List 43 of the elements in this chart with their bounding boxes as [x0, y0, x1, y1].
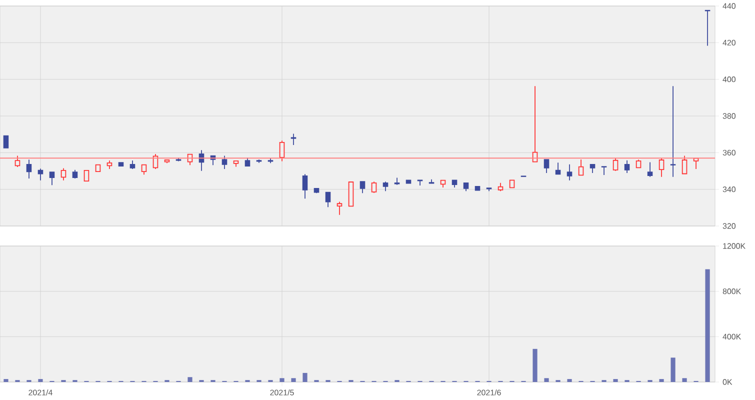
candlestick	[84, 170, 90, 182]
candlestick	[38, 168, 44, 181]
bar	[532, 348, 538, 382]
bar	[280, 378, 284, 382]
bar	[670, 358, 676, 382]
candlestick	[612, 158, 618, 172]
candlestick	[141, 164, 147, 176]
bar	[302, 372, 308, 382]
candlestick	[60, 168, 66, 181]
candlestick	[302, 174, 308, 200]
candlestick	[290, 133, 296, 146]
candlestick	[566, 164, 572, 181]
bar	[38, 379, 43, 382]
candlestick	[336, 201, 342, 216]
candlestick	[647, 162, 653, 178]
bar	[291, 378, 296, 382]
candlestick	[624, 160, 630, 174]
bar	[188, 377, 192, 382]
bar	[4, 379, 8, 382]
bar	[659, 379, 664, 382]
candlestick	[371, 181, 377, 194]
candlestick	[222, 155, 228, 170]
bar	[705, 269, 710, 382]
bar	[682, 378, 687, 382]
candlestick	[360, 181, 366, 194]
candlestick	[279, 140, 285, 162]
bar	[567, 379, 572, 382]
candlestick	[670, 86, 676, 178]
candlestick	[417, 180, 423, 186]
candlestick	[601, 166, 607, 176]
bar	[544, 378, 549, 382]
candlestick	[325, 192, 331, 208]
bar	[613, 379, 618, 382]
candlestick	[555, 162, 561, 175]
candlestick	[3, 135, 9, 148]
candlestick	[382, 181, 388, 192]
candlestick	[14, 155, 20, 168]
candlestick	[26, 159, 32, 179]
candlestick	[578, 159, 584, 176]
candlestick	[49, 172, 55, 186]
candlestick	[682, 155, 688, 174]
candlestick	[658, 158, 664, 178]
candlestick	[544, 159, 550, 174]
